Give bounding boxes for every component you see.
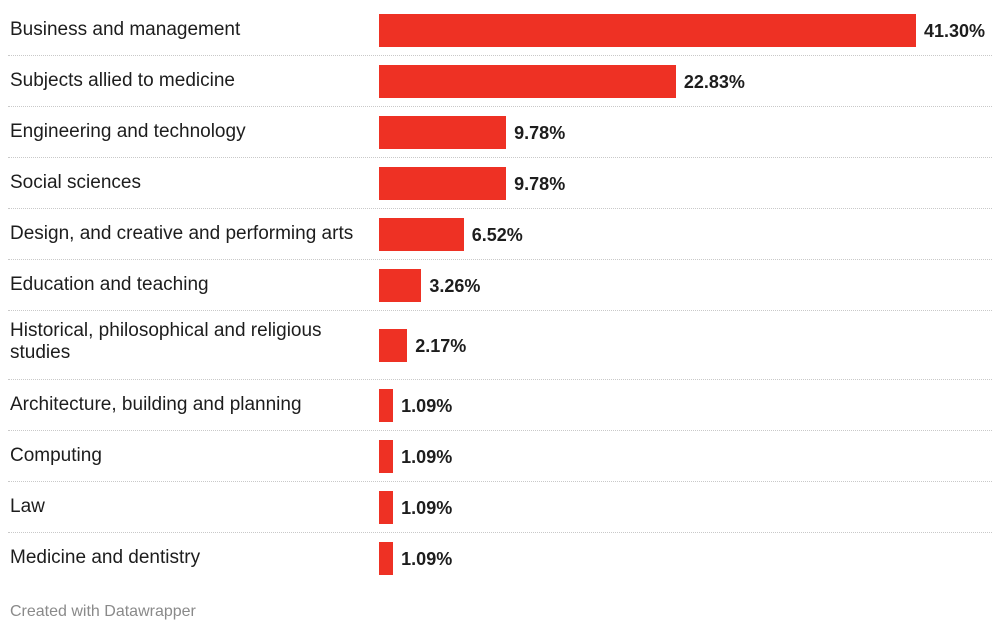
category-label: Design, and creative and performing arts [10, 223, 354, 244]
category-label: Education and teaching [10, 274, 209, 295]
bar [379, 116, 507, 149]
bar [379, 329, 408, 362]
bar-row: Architecture, building and planning 1.09% [8, 380, 992, 431]
bar [379, 269, 422, 302]
category-label: Engineering and technology [10, 121, 246, 142]
bar-row: Medicine and dentistry 1.09% [8, 533, 992, 584]
bar-row: Social sciences 9.78% [8, 158, 992, 209]
value-label: 6.52% [471, 224, 523, 245]
bar-row: Historical, philosophical and religious … [8, 311, 992, 380]
bar [379, 491, 394, 524]
bar-row: Law 1.09% [8, 482, 992, 533]
value-label: 1.09% [401, 548, 453, 569]
bar-row: Subjects allied to medicine 22.83% [8, 56, 992, 107]
bar [379, 65, 676, 98]
category-label: Architecture, building and planning [10, 394, 302, 415]
value-label: 1.09% [401, 497, 453, 518]
value-label: 1.09% [401, 395, 453, 416]
bar-chart: Business and management 41.30% Subjects al… [8, 5, 992, 584]
bar-row: Business and management 41.30% [8, 5, 992, 56]
category-label: Subjects allied to medicine [10, 70, 235, 91]
bar-row: Computing 1.09% [8, 431, 992, 482]
category-label: Computing [10, 445, 102, 466]
bar [379, 14, 916, 47]
bar-row: Design, and creative and performing arts… [8, 209, 992, 260]
category-label: Social sciences [10, 172, 141, 193]
bar-row: Education and teaching 3.26% [8, 260, 992, 311]
bar [379, 389, 394, 422]
bar [379, 440, 394, 473]
bar [379, 218, 464, 251]
value-label: 2.17% [415, 335, 467, 356]
category-label: Law [10, 496, 45, 517]
bar-row: Engineering and technology 9.78% [8, 107, 992, 158]
datawrapper-credit: Created with Datawrapper [10, 603, 196, 620]
category-label: Medicine and dentistry [10, 547, 201, 568]
value-label: 9.78% [514, 122, 566, 143]
category-label: Business and management [10, 19, 241, 40]
category-label: Historical, philosophical and religious … [10, 320, 322, 363]
bar [379, 167, 507, 200]
value-label: 41.30% [924, 20, 986, 41]
bar [379, 542, 394, 575]
value-label: 9.78% [514, 173, 566, 194]
value-label: 3.26% [429, 275, 481, 296]
value-label: 22.83% [683, 71, 745, 92]
value-label: 1.09% [401, 446, 453, 467]
